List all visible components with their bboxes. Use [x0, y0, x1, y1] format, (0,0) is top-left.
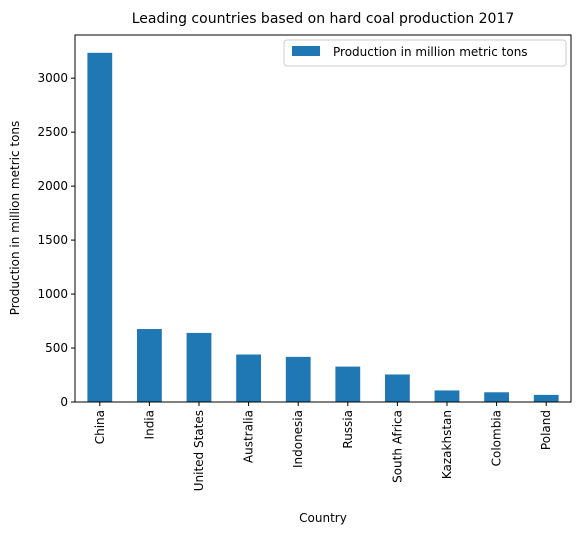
y-tick-label: 500	[45, 341, 68, 355]
y-tick-label: 3000	[37, 71, 68, 85]
bar-south-africa	[385, 374, 410, 402]
x-tick-label: India	[142, 410, 156, 439]
bars	[87, 52, 559, 403]
plot-frame	[74, 34, 572, 403]
x-tick-label: Indonesia	[291, 410, 305, 468]
x-tick-label: Kazakhstan	[440, 410, 454, 479]
chart-title: Leading countries based on hard coal pro…	[132, 11, 515, 27]
bar-china	[87, 52, 113, 403]
legend-label: Production in million metric tons	[333, 45, 528, 59]
bar-poland	[533, 394, 559, 402]
y-tick-label: 1500	[37, 233, 68, 247]
x-tick-label: Poland	[539, 410, 553, 450]
x-tick-label: China	[93, 410, 107, 444]
y-tick-label: 0	[60, 395, 68, 409]
legend-swatch	[292, 46, 320, 56]
x-tick-label: Australia	[242, 410, 256, 463]
y-tick-label: 1000	[37, 287, 68, 301]
bar-australia	[236, 354, 261, 402]
bar-russia	[335, 366, 361, 402]
bar-united-states	[186, 332, 212, 402]
y-tick-label: 2500	[37, 125, 68, 139]
bar-indonesia	[285, 356, 311, 402]
y-axis-title: Production in million metric tons	[8, 121, 22, 316]
x-axis-ticks: China India United States Australia Indonesi…	[93, 402, 553, 491]
x-axis-title: Country	[299, 511, 347, 525]
y-axis-ticks: 0 500 1000 1500 2000 2500 3000	[37, 71, 75, 409]
bar-india	[137, 329, 162, 402]
x-tick-label: South Africa	[390, 410, 404, 483]
x-tick-label: Russia	[341, 410, 355, 449]
x-tick-label: Colombia	[490, 410, 504, 466]
y-tick-label: 2000	[37, 179, 68, 193]
x-tick-label: United States	[192, 410, 206, 491]
legend: Production in million metric tons	[283, 39, 567, 67]
legend-box	[283, 39, 567, 67]
bar-kazakhstan	[434, 390, 460, 402]
bar-colombia	[484, 392, 509, 402]
